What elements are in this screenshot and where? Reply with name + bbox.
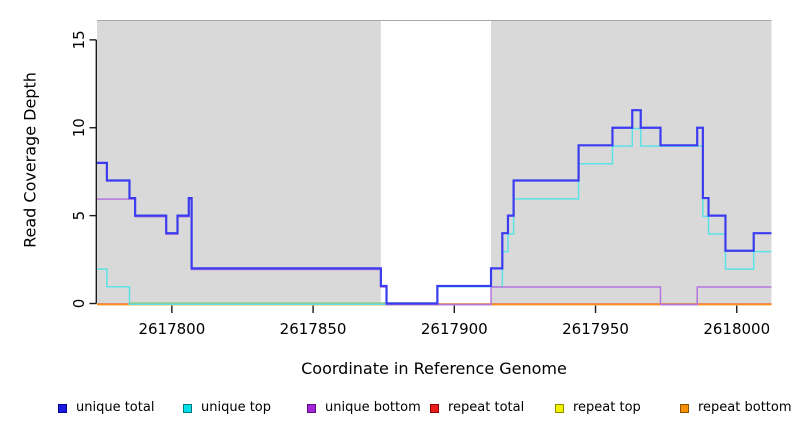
legend-item-unique-top: unique top	[183, 401, 271, 415]
highlight-region	[380, 20, 492, 305]
x-tick-label: 2617900	[421, 320, 488, 338]
series-line-unique-total	[97, 109, 772, 305]
y-tick-label: 10	[70, 118, 88, 137]
legend-item-repeat-top: repeat top	[555, 401, 641, 415]
x-tick-label: 2617850	[280, 320, 347, 338]
legend-label: repeat total	[448, 400, 525, 415]
x-tick-label: 2618000	[703, 320, 770, 338]
legend-label: unique total	[76, 400, 155, 415]
legend-swatch-repeat-bottom	[680, 403, 689, 413]
legend-label: unique bottom	[325, 400, 421, 415]
legend-swatch-unique-total	[58, 403, 67, 413]
legend-item-unique-bottom: unique bottom	[307, 401, 421, 415]
legend-swatch-repeat-total	[430, 403, 439, 413]
x-tick-label: 2617800	[138, 320, 205, 338]
legend-label: unique top	[201, 400, 272, 415]
legend-label: repeat top	[573, 400, 641, 415]
x-tick-label: 2617950	[562, 320, 629, 338]
legend-swatch-unique-top	[183, 403, 192, 413]
y-tick-label: 15	[70, 30, 88, 49]
legend-label: repeat bottom	[698, 400, 792, 415]
y-tick-label: 5	[70, 211, 88, 221]
y-tick-label: 0	[70, 299, 88, 309]
legend-item-repeat-total: repeat total	[430, 401, 524, 415]
y-axis-title: Read Coverage Depth	[20, 72, 40, 248]
legend-item-repeat-bottom: repeat bottom	[680, 401, 792, 415]
legend-swatch-repeat-top	[555, 403, 564, 413]
legend-item-unique-total: unique total	[58, 401, 154, 415]
legend-swatch-unique-bottom	[307, 403, 316, 413]
x-axis-title: Coordinate in Reference Genome	[301, 359, 567, 378]
